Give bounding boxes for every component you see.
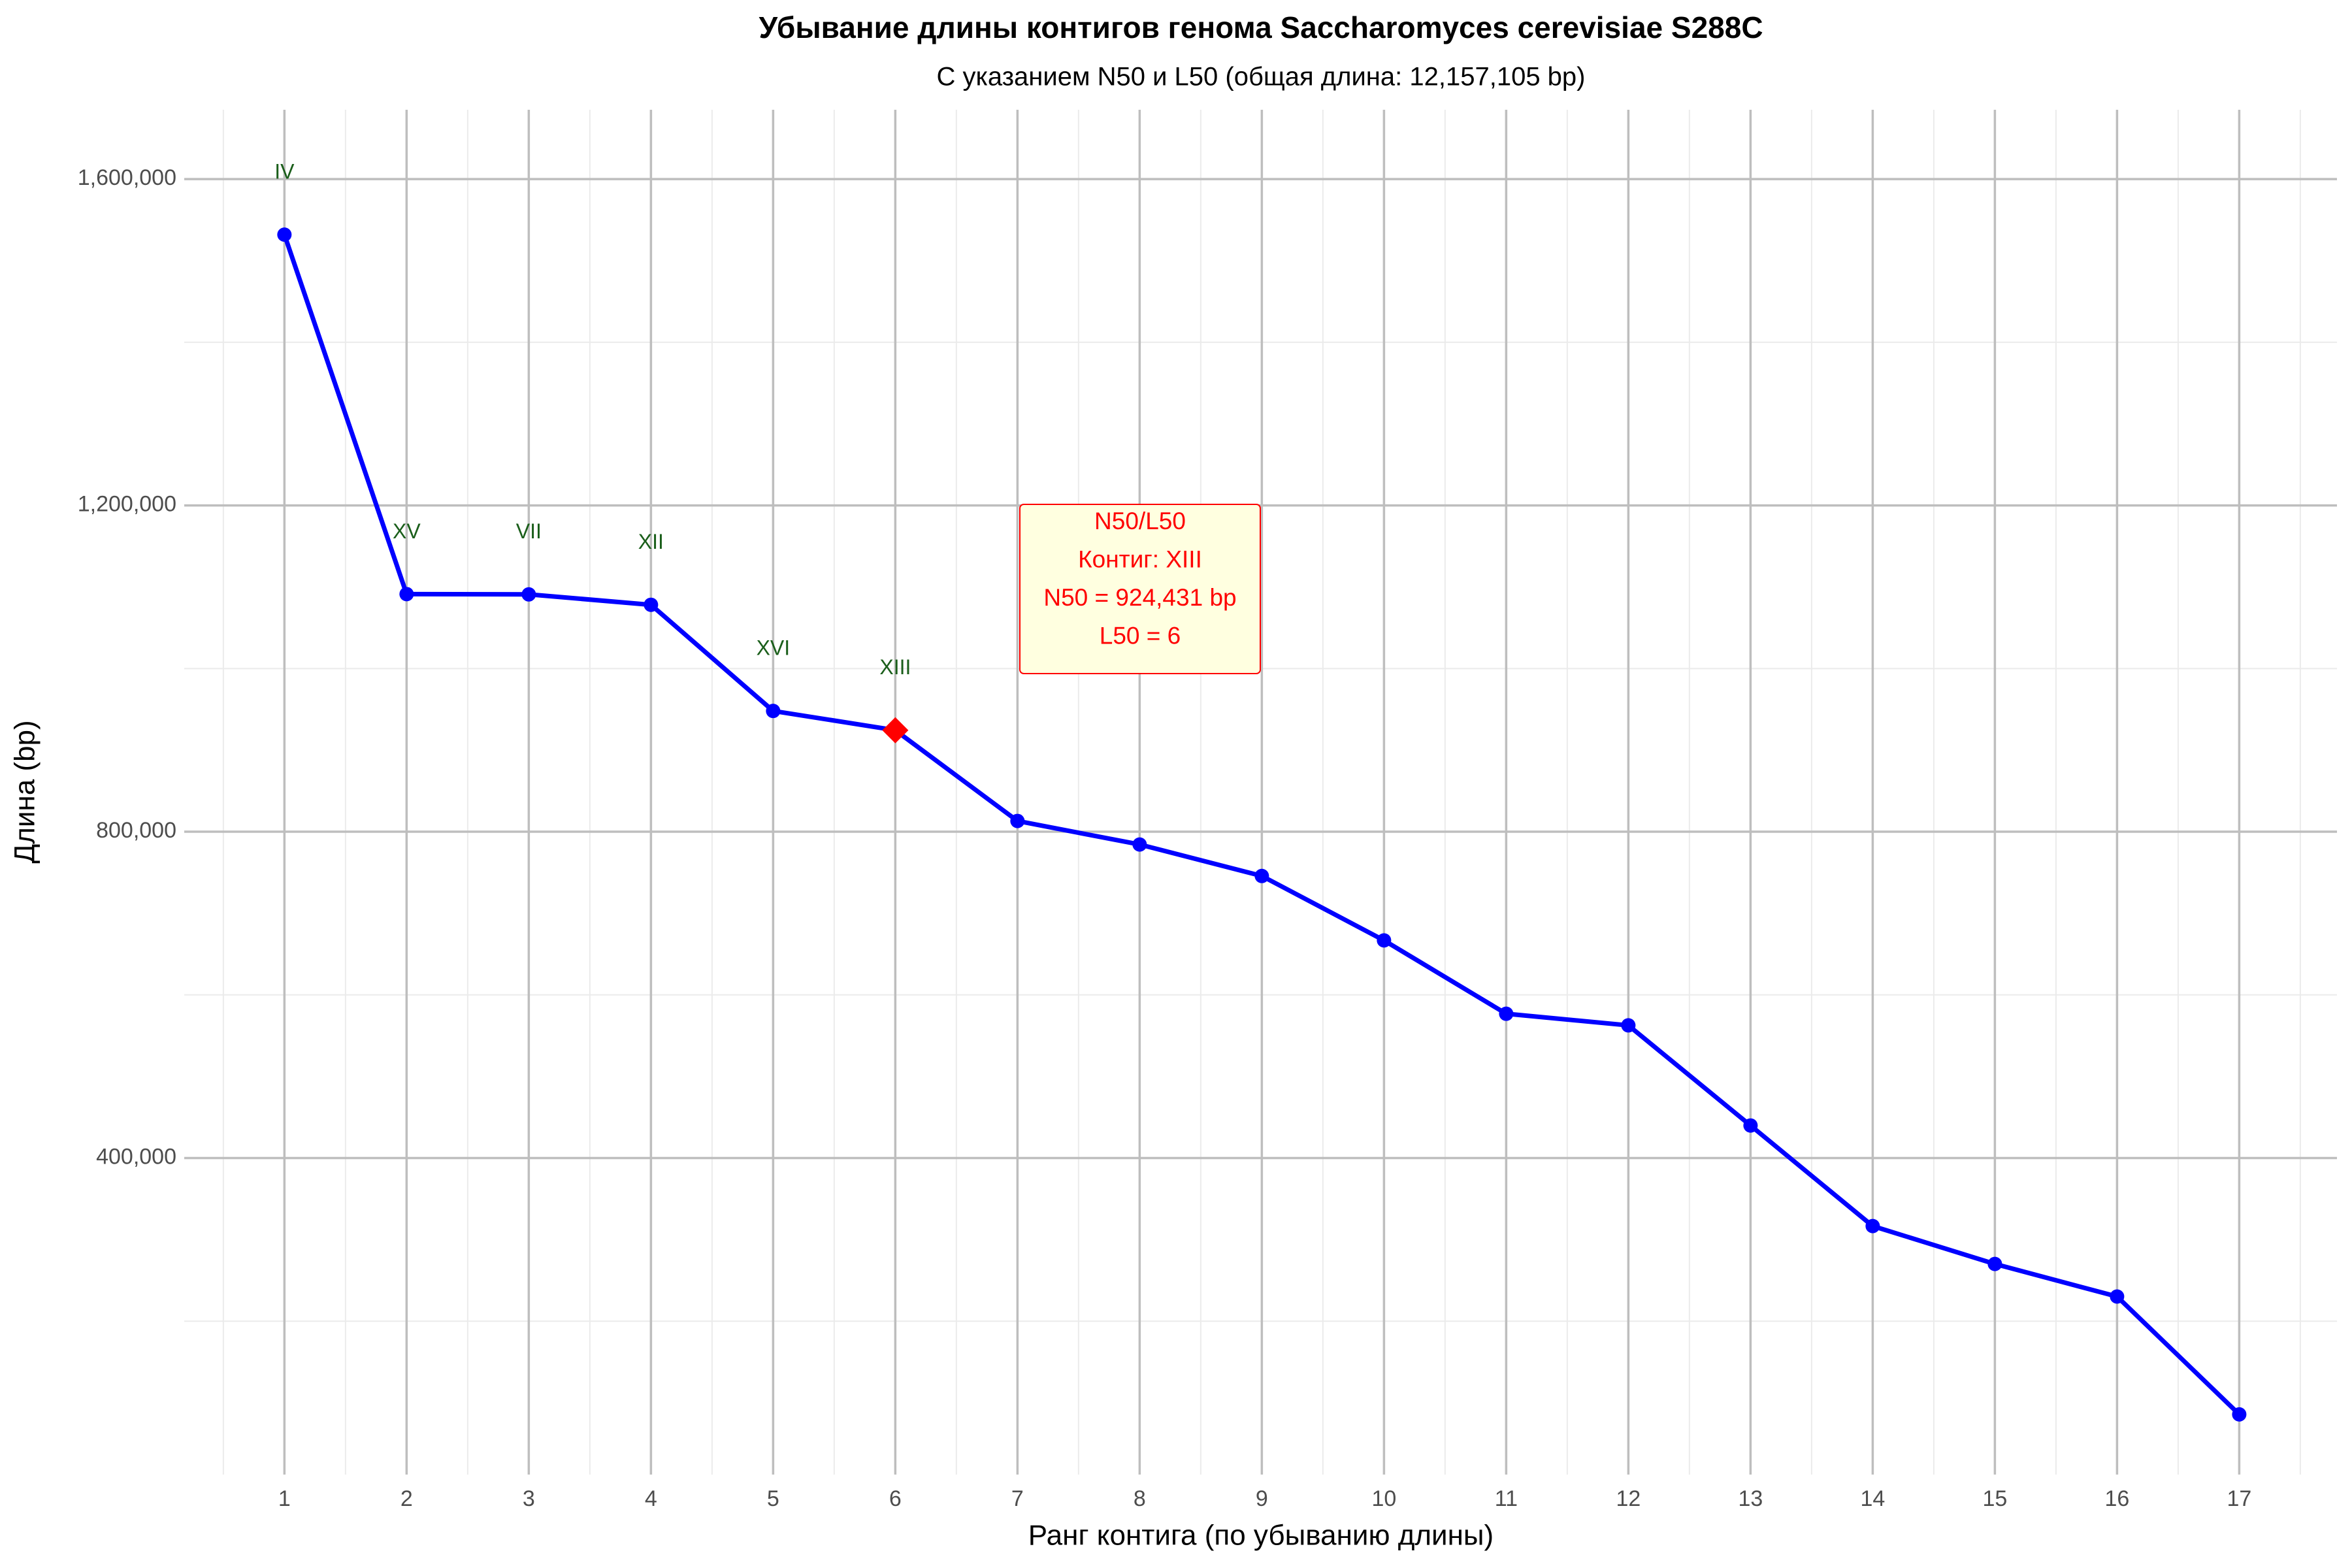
x-tick-label: 11 bbox=[1495, 1486, 1518, 1511]
x-tick-label: 4 bbox=[645, 1486, 657, 1511]
data-point bbox=[644, 597, 659, 612]
annotation-text: Контиг: XIII bbox=[1078, 546, 1202, 572]
data-point bbox=[1499, 1006, 1514, 1021]
annotation-text: N50 = 924,431 bp bbox=[1043, 584, 1236, 611]
x-tick-label: 8 bbox=[1134, 1486, 1146, 1511]
x-tick-label: 13 bbox=[1738, 1486, 1763, 1511]
y-tick-label: 400,000 bbox=[96, 1145, 176, 1169]
x-tick-label: 14 bbox=[1860, 1486, 1885, 1511]
x-tick-label: 7 bbox=[1011, 1486, 1024, 1511]
point-label: XV bbox=[393, 519, 421, 543]
data-point bbox=[766, 704, 781, 719]
highlight-point bbox=[882, 717, 909, 743]
annotation-text: L50 = 6 bbox=[1100, 622, 1181, 649]
x-tick-label: 10 bbox=[1371, 1486, 1396, 1511]
data-point bbox=[2110, 1289, 2125, 1304]
y-tick-label: 1,600,000 bbox=[78, 165, 176, 190]
data-point bbox=[1132, 837, 1147, 852]
data-point bbox=[1865, 1218, 1880, 1233]
data-point bbox=[521, 587, 536, 602]
x-tick-label: 2 bbox=[400, 1486, 413, 1511]
data-point bbox=[2232, 1407, 2247, 1422]
point-label: IV bbox=[274, 160, 295, 184]
x-tick-label: 6 bbox=[889, 1486, 902, 1511]
point-label: XIII bbox=[879, 655, 911, 679]
chart-subtitle: С указанием N50 и L50 (общая длина: 12,1… bbox=[937, 63, 1586, 91]
data-point bbox=[1254, 868, 1269, 883]
plot-area: IV XV VII XII XVI XIII N50/L50 Контиг: XIII N50 … bbox=[274, 160, 2247, 1422]
data-point bbox=[399, 587, 414, 602]
x-axis-title: Ранг контига (по убыванию длины) bbox=[1028, 1520, 1494, 1552]
point-label: XVI bbox=[757, 636, 791, 660]
data-point bbox=[1987, 1256, 2002, 1271]
data-point bbox=[1010, 813, 1025, 828]
chart-title: Убывание длины контигов генома Saccharom… bbox=[759, 10, 1763, 44]
annotation-box bbox=[1019, 504, 1261, 674]
point-label: XII bbox=[638, 530, 664, 553]
x-tick-label: 16 bbox=[2104, 1486, 2129, 1511]
data-point bbox=[1621, 1018, 1636, 1033]
x-tick-label: 17 bbox=[2227, 1486, 2251, 1511]
data-point bbox=[1377, 933, 1392, 948]
annotation-text: N50/L50 bbox=[1094, 508, 1186, 534]
point-label: VII bbox=[516, 519, 542, 543]
y-tick-label: 1,200,000 bbox=[78, 492, 176, 517]
grid bbox=[184, 110, 2337, 1475]
y-tick-label: 800,000 bbox=[96, 818, 176, 843]
x-tick-label: 5 bbox=[767, 1486, 779, 1511]
x-tick-label: 9 bbox=[1256, 1486, 1268, 1511]
data-point bbox=[277, 227, 292, 242]
x-tick-label: 1 bbox=[278, 1486, 291, 1511]
x-tick-label: 3 bbox=[523, 1486, 535, 1511]
x-tick-label: 12 bbox=[1616, 1486, 1641, 1511]
x-tick-label: 15 bbox=[1982, 1486, 2007, 1511]
y-axis-title: Длина (bp) bbox=[9, 720, 41, 863]
data-point bbox=[1743, 1118, 1758, 1133]
